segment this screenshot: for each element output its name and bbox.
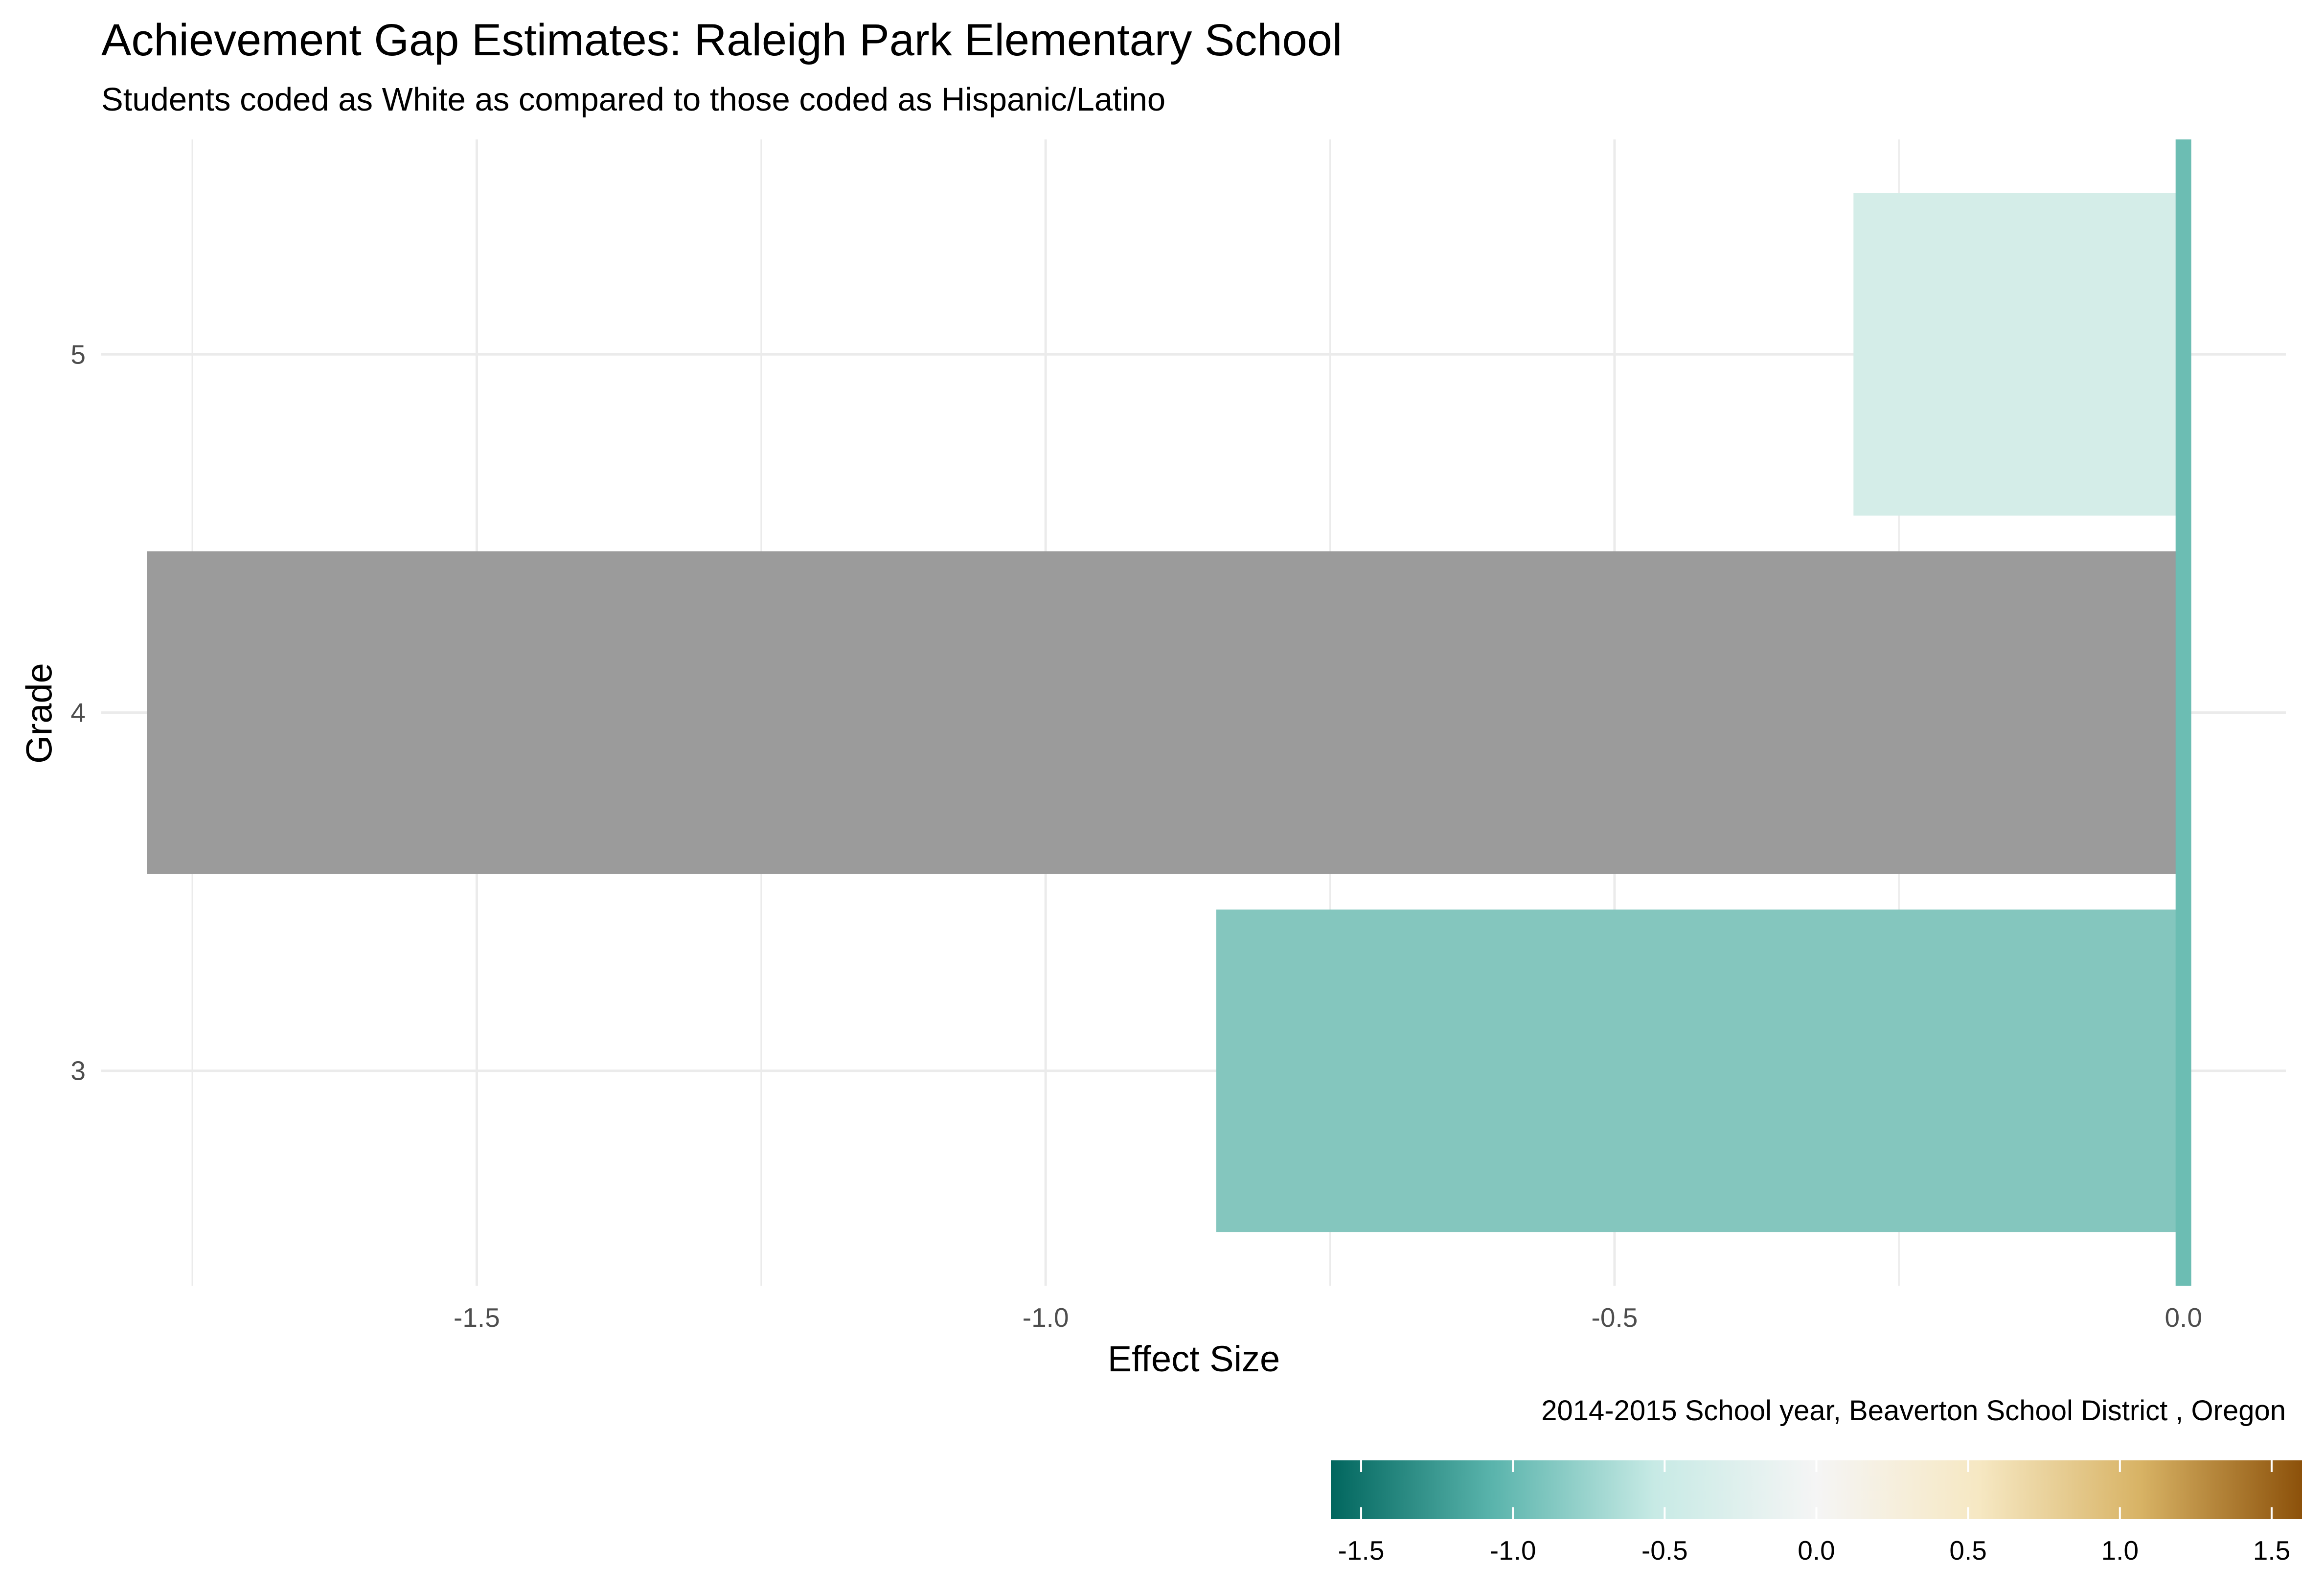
colorbar-tick-label: 0.0 [1798, 1535, 1835, 1566]
colorbar-tick-label: 0.5 [1949, 1535, 1986, 1566]
y-tick-label: 5 [70, 339, 86, 369]
color-legend: -1.5 -1.0 -0.5 0.0 0.5 1.0 1.5 [1331, 1460, 2302, 1566]
axes: -1.5 -1.0 -0.5 0.0 3 4 5 [70, 339, 2202, 1333]
bar-grade-3 [1216, 909, 2184, 1232]
chart-caption: 2014-2015 School year, Beaverton School … [1541, 1395, 2286, 1427]
colorbar-tick-label: 1.0 [2101, 1535, 2139, 1566]
y-tick-label: 3 [70, 1056, 86, 1086]
x-tick-label: -1.5 [454, 1302, 500, 1333]
x-axis-label: Effect Size [1107, 1339, 1280, 1379]
x-tick-label: -1.0 [1023, 1302, 1069, 1333]
chart-subtitle: Students coded as White as compared to t… [101, 81, 1166, 118]
x-tick-label: 0.0 [2165, 1302, 2202, 1333]
bar-grade-4 [147, 551, 2184, 874]
bars [147, 139, 2191, 1286]
colorbar-tick-label: -0.5 [1641, 1535, 1688, 1566]
y-axis-label: Grade [19, 663, 60, 764]
colorbar-tick-label: -1.0 [1490, 1535, 1536, 1566]
y-tick-label: 4 [70, 698, 86, 728]
colorbar-tick-label: -1.5 [1338, 1535, 1385, 1566]
chart-title: Achievement Gap Estimates: Raleigh Park … [101, 15, 1343, 65]
zero-reference-line [2175, 139, 2191, 1286]
colorbar-tick-label: 1.5 [2253, 1535, 2290, 1566]
x-tick-label: -0.5 [1592, 1302, 1638, 1333]
bar-grade-5 [1853, 193, 2184, 516]
